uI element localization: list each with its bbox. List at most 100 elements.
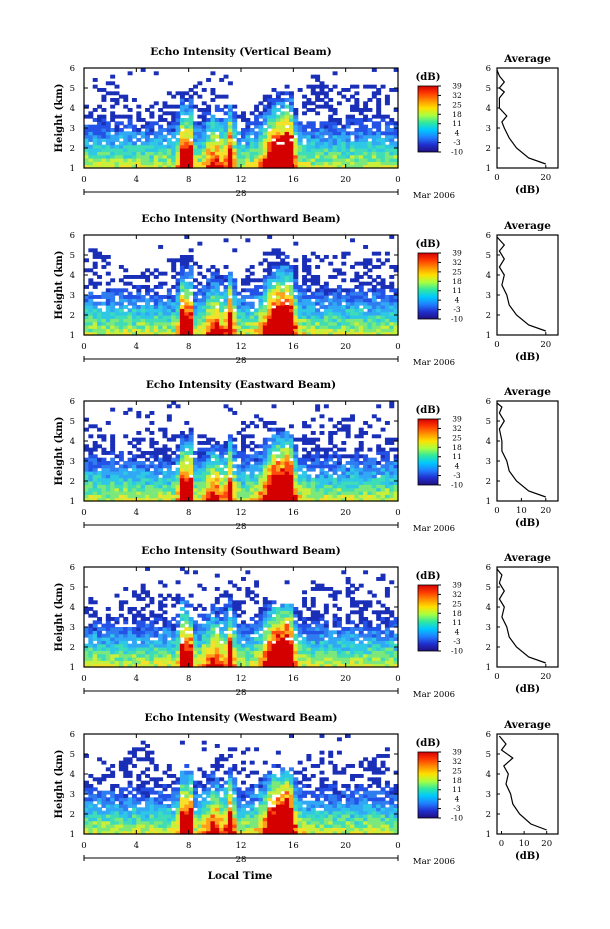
heatmap-cell (267, 444, 273, 449)
heatmap-cell (306, 650, 312, 655)
heatmap-cell (105, 138, 111, 142)
heatmap-cell (101, 471, 107, 475)
heatmap-cell (332, 637, 338, 641)
heatmap-cell (166, 630, 172, 635)
heatmap-cell (267, 494, 273, 499)
heatmap-cell (88, 318, 94, 323)
heatmap-cell (101, 457, 107, 462)
heatmap-cell (254, 315, 260, 319)
heatmap-cell (336, 288, 342, 293)
heatmap-cell (354, 104, 360, 109)
heatmap-cell (110, 321, 116, 326)
heatmap-cell (232, 487, 238, 492)
heatmap-cell (284, 437, 290, 442)
heatmap-cell (179, 461, 185, 465)
heatmap-cell (380, 481, 386, 485)
heatmap-cell (258, 461, 264, 465)
heatmap-cell (288, 617, 294, 621)
heatmap-cell (136, 161, 142, 166)
heatmap-cell (354, 457, 360, 462)
heatmap-cell (175, 298, 181, 303)
heatmap-cell (193, 497, 198, 502)
day-label: 28 (236, 189, 247, 199)
y-tick-label: 5 (70, 84, 75, 94)
heatmap-cell (97, 131, 103, 136)
heatmap-cell (371, 134, 377, 139)
heatmap-cell (262, 451, 268, 455)
heatmap-cell (105, 617, 111, 621)
heatmap-cell (310, 158, 316, 162)
heatmap-cell (306, 164, 312, 169)
heatmap-cell (328, 464, 334, 469)
heatmap-cell (288, 305, 294, 309)
heatmap-cell (206, 464, 212, 469)
heatmap-cell (206, 331, 212, 336)
heatmap-cell (345, 427, 351, 432)
heatmap-cell (105, 134, 111, 139)
heatmap-cell (92, 128, 98, 132)
heatmap-cell (302, 600, 308, 605)
heatmap-cell (393, 497, 399, 502)
heatmap-cell (302, 128, 308, 132)
heatmap-cell (105, 607, 111, 611)
heatmap-cell (275, 647, 281, 651)
heatmap-cell (267, 98, 273, 102)
heatmap-cell (92, 643, 98, 648)
heatmap-cell (267, 653, 273, 658)
heatmap-cell (241, 114, 246, 119)
heatmap-cell (345, 251, 351, 256)
heatmap-cell (214, 275, 220, 279)
heatmap-cell (140, 477, 146, 482)
heatmap-cell (101, 138, 107, 142)
heatmap-cell (166, 457, 172, 462)
heatmap-cell (153, 315, 159, 319)
heatmap-cell (105, 151, 111, 156)
heatmap-cell (306, 285, 312, 289)
heatmap-cell (223, 404, 229, 409)
heatmap-cell (97, 491, 103, 495)
heatmap-cell (184, 265, 190, 269)
heatmap-cell (188, 603, 194, 608)
heatmap-cell (350, 298, 355, 303)
heatmap-cell (280, 111, 286, 116)
heatmap-cell (219, 461, 225, 465)
heatmap-cell (179, 288, 185, 293)
heatmap-cell (110, 308, 116, 313)
heatmap-cell (131, 308, 137, 313)
heatmap-cell (389, 275, 395, 279)
heatmap-cell (123, 138, 129, 142)
profile-y-tick-label: 2 (486, 311, 491, 321)
heatmap-cell (201, 484, 207, 489)
heatmap-cell (227, 311, 233, 316)
heatmap-cell (179, 124, 185, 129)
heatmap-cell (88, 138, 94, 142)
heatmap-cell (131, 630, 137, 635)
heatmap-cell (315, 94, 321, 99)
heatmap-cell (302, 461, 308, 465)
heatmap-cell (171, 121, 177, 126)
heatmap-cell (332, 653, 338, 658)
heatmap-cell (363, 331, 369, 336)
heatmap-cell (131, 593, 137, 598)
heatmap-cell (271, 437, 277, 442)
heatmap-cell (179, 281, 185, 286)
heatmap-cell (254, 643, 260, 648)
heatmap-cell (123, 331, 129, 336)
heatmap-cell (284, 325, 290, 329)
heatmap-cell (140, 148, 146, 152)
heatmap-cell (323, 663, 329, 668)
heatmap-cell (389, 121, 395, 126)
heatmap-cell (293, 613, 299, 618)
heatmap-cell (140, 134, 146, 139)
heatmap-cell (310, 633, 316, 638)
heatmap-cell (219, 305, 225, 309)
heatmap-cell (275, 134, 281, 139)
heatmap-cell (302, 265, 308, 269)
heatmap-cell (188, 437, 194, 442)
heatmap-cell (136, 154, 142, 159)
heatmap-cell (376, 461, 382, 465)
heatmap-cell (380, 84, 386, 89)
heatmap-cell (101, 657, 107, 661)
heatmap-cell (323, 321, 329, 326)
heatmap-cell (197, 643, 203, 648)
